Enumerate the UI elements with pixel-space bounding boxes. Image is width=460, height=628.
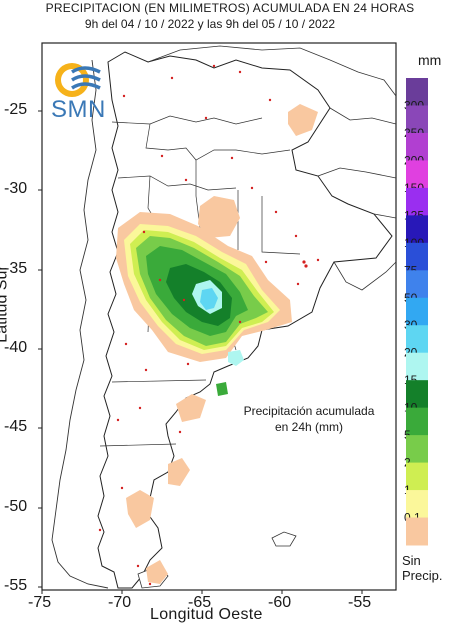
legend-swatch — [406, 462, 428, 491]
legend-swatch — [406, 435, 428, 464]
legend-swatch — [406, 407, 428, 436]
smn-logo-text: SMN — [51, 96, 106, 123]
legend-swatch — [406, 517, 428, 546]
legend-swatch — [406, 78, 428, 106]
ytick-label: -50 — [4, 498, 28, 515]
legend-swatch — [406, 325, 428, 354]
ytick-label: -40 — [4, 339, 28, 356]
legend-swatch — [406, 215, 428, 244]
annotation-line-2: en 24h (mm) — [274, 420, 344, 434]
legend-swatch — [406, 297, 428, 326]
xtick-label: -60 — [268, 594, 292, 611]
station-markers — [98, 64, 320, 586]
legend-no-precip-line1: Sin — [402, 553, 421, 568]
legend-swatch — [406, 270, 428, 299]
map-title: PRECIPITACION (EN MILIMETROS) ACUMULADA … — [45, 1, 415, 15]
xtick-label: -75 — [28, 594, 52, 611]
xtick-label: -55 — [348, 594, 372, 611]
legend-swatch — [406, 352, 428, 381]
x-axis-label: Longitud Oeste — [150, 606, 263, 623]
map-annotation: Precipitación acumulada en 24h (mm) — [234, 403, 384, 435]
bolivia-paraguay-border — [147, 45, 397, 219]
legend-swatch — [406, 380, 428, 409]
ytick-label: -35 — [4, 260, 28, 277]
xtick-label: -65 — [188, 594, 212, 611]
ytick-label: -30 — [4, 180, 28, 197]
ytick-label: -55 — [4, 577, 28, 594]
malvinas-islands — [271, 531, 297, 547]
annotation-line-1: Precipitación acumulada — [243, 404, 375, 418]
legend-swatch — [406, 160, 428, 189]
legend-no-precip: Sin Precip. — [402, 553, 442, 583]
legend-no-precip-line2: Precip. — [402, 568, 443, 583]
ytick-label: -25 — [4, 101, 28, 118]
uruguay-outline — [333, 261, 397, 291]
legend-swatch — [406, 132, 428, 161]
map-date-range: 9h del 04 / 10 / 2022 y las 9h del 05 / … — [84, 17, 336, 31]
chile-coastline — [51, 59, 109, 589]
axis-ticks — [38, 110, 363, 594]
legend-swatch — [406, 242, 428, 271]
legend-unit: mm — [418, 52, 442, 68]
legend-swatch — [406, 187, 428, 216]
legend-swatch — [406, 105, 428, 134]
ytick-label: -45 — [4, 418, 28, 435]
smn-logo-icon — [55, 63, 101, 97]
xtick-label: -70 — [108, 594, 132, 611]
legend-swatch — [406, 490, 428, 519]
